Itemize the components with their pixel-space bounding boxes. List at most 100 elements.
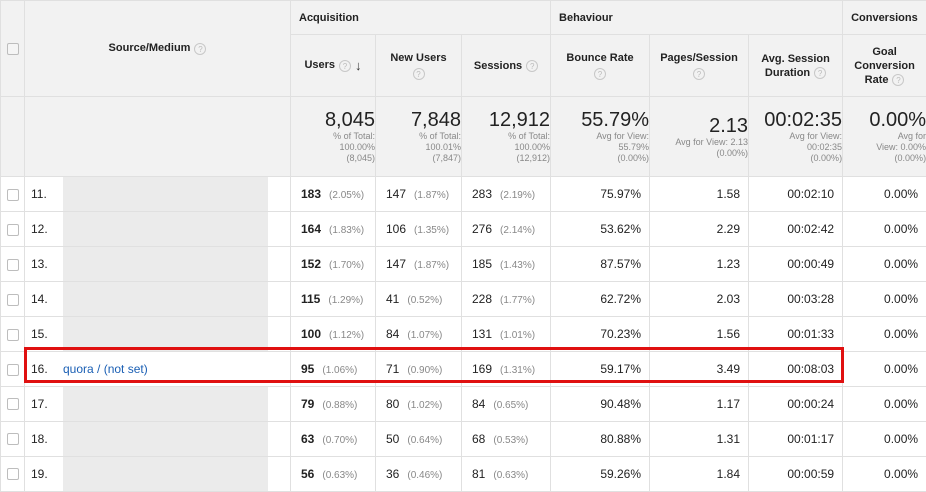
sessions-value: 283 (472, 187, 492, 201)
bounce-rate-cell: 87.57% (551, 247, 650, 282)
help-icon[interactable]: ? (339, 60, 351, 72)
row-checkbox[interactable] (7, 294, 19, 306)
bounce-rate-label: Bounce Rate (551, 51, 649, 65)
data-rows: 11. 183(2.05%) 147(1.87%) 283(2.19%) 75.… (1, 177, 926, 492)
users-percent: (0.88%) (322, 400, 357, 411)
row-checkbox[interactable] (7, 189, 19, 201)
pages-session-cell: 1.17 (650, 386, 749, 421)
total-new-users: 7,848 % of Total: 100.01% (7,847) (376, 97, 462, 177)
sessions-value: 169 (472, 362, 492, 376)
total-sub: 100.01% (376, 142, 461, 153)
sort-descending-icon[interactable]: ↓ (355, 58, 362, 73)
goal-conversion-rate-cell: 0.00% (843, 177, 926, 212)
new-users-cell: 41(0.52%) (376, 282, 462, 317)
pages-session-cell: 2.03 (650, 282, 749, 317)
avg-session-duration-column-header[interactable]: Avg. Session Duration? (749, 35, 843, 97)
sessions-cell: 169(1.31%) (462, 352, 551, 387)
table-row: 16. quora / (not set) 95(1.06%) 71(0.90%… (1, 352, 926, 387)
help-icon[interactable]: ? (194, 43, 206, 55)
sessions-cell: 283(2.19%) (462, 177, 551, 212)
row-checkbox[interactable] (7, 329, 19, 341)
new-users-percent: (1.87%) (414, 190, 449, 201)
row-checkbox[interactable] (7, 224, 19, 236)
row-checkbox-cell (1, 386, 25, 421)
users-cell: 115(1.29%) (291, 282, 376, 317)
avg-session-duration-cell: 00:03:28 (749, 282, 843, 317)
row-checkbox[interactable] (7, 398, 19, 410)
new-users-cell: 84(1.07%) (376, 317, 462, 352)
new-users-percent: (0.52%) (407, 295, 442, 306)
bounce-rate-cell: 80.88% (551, 421, 650, 456)
users-value: 115 (301, 292, 320, 306)
help-icon[interactable]: ? (693, 68, 705, 80)
total-value: 2.13 (650, 115, 748, 137)
sessions-column-header[interactable]: Sessions? (462, 35, 551, 97)
row-checkbox-cell (1, 177, 25, 212)
source-medium-link[interactable]: quora / (not set) (63, 362, 148, 376)
bounce-rate-cell: 53.62% (551, 212, 650, 247)
total-sub: 55.79% (551, 142, 649, 153)
redacted-source-medium (63, 317, 268, 351)
source-medium-cell: 17. (25, 386, 291, 421)
new-users-column-header[interactable]: New Users? (376, 35, 462, 97)
new-users-value: 80 (386, 397, 399, 411)
new-users-value: 50 (386, 432, 399, 446)
new-users-percent: (1.35%) (414, 225, 449, 236)
pages-session-cell: 3.49 (650, 352, 749, 387)
total-sub: (7,847) (376, 153, 461, 164)
pages-session-cell: 2.29 (650, 212, 749, 247)
total-sub: % of Total: (376, 131, 461, 142)
source-medium-header[interactable]: Source/Medium? (25, 1, 291, 97)
acquisition-group-header: Acquisition (291, 1, 551, 35)
goal-conversion-rate-column-header[interactable]: Goal Conversion Rate? (843, 35, 926, 97)
new-users-value: 84 (386, 327, 399, 341)
new-users-percent: (0.46%) (407, 470, 442, 481)
avg-session-duration-cell: 00:01:33 (749, 317, 843, 352)
users-value: 152 (301, 257, 321, 271)
table-row: 13. 152(1.70%) 147(1.87%) 185(1.43%) 87.… (1, 247, 926, 282)
select-all-checkbox[interactable] (7, 43, 19, 55)
total-sub: Avg for (843, 131, 926, 142)
help-icon[interactable]: ? (413, 68, 425, 80)
table-row: 17. 79(0.88%) 80(1.02%) 84(0.65%) 90.48%… (1, 386, 926, 421)
total-pages-session: 2.13 Avg for View: 2.13 (0.00%) (650, 97, 749, 177)
total-sub: (0.00%) (843, 153, 926, 164)
bounce-rate-column-header[interactable]: Bounce Rate? (551, 35, 650, 97)
total-users: 8,045 % of Total: 100.00% (8,045) (291, 97, 376, 177)
row-checkbox[interactable] (7, 468, 19, 480)
help-icon[interactable]: ? (892, 74, 904, 86)
new-users-cell: 36(0.46%) (376, 456, 462, 491)
pages-session-column-header[interactable]: Pages/Session? (650, 35, 749, 97)
total-sub: 100.00% (462, 142, 550, 153)
users-cell: 100(1.12%) (291, 317, 376, 352)
help-icon[interactable]: ? (526, 60, 538, 72)
totals-blank-cell (1, 97, 25, 177)
users-value: 63 (301, 432, 314, 446)
total-sub: Avg for View: 2.13 (650, 137, 748, 148)
row-checkbox[interactable] (7, 259, 19, 271)
users-column-header[interactable]: Users?↓ (291, 35, 376, 97)
goal-conversion-rate-cell: 0.00% (843, 317, 926, 352)
row-checkbox-cell (1, 282, 25, 317)
row-checkbox[interactable] (7, 433, 19, 445)
sessions-value: 81 (472, 467, 485, 481)
users-cell: 56(0.63%) (291, 456, 376, 491)
help-icon[interactable]: ? (814, 67, 826, 79)
row-index: 14. (31, 292, 63, 306)
sessions-cell: 81(0.63%) (462, 456, 551, 491)
help-icon[interactable]: ? (594, 68, 606, 80)
avg-session-duration-cell: 00:00:24 (749, 386, 843, 421)
total-avg-session-duration: 00:02:35 Avg for View: 00:02:35 (0.00%) (749, 97, 843, 177)
row-checkbox[interactable] (7, 364, 19, 376)
row-index: 11. (31, 187, 63, 201)
new-users-value: 147 (386, 257, 406, 271)
source-medium-label: Source/Medium (109, 42, 191, 54)
users-cell: 79(0.88%) (291, 386, 376, 421)
avg-session-duration-cell: 00:08:03 (749, 352, 843, 387)
total-value: 12,912 (462, 109, 550, 131)
new-users-percent: (0.64%) (407, 435, 442, 446)
redacted-source-medium (63, 457, 268, 491)
new-users-label: New Users (376, 51, 461, 65)
total-sub: (8,045) (291, 153, 375, 164)
